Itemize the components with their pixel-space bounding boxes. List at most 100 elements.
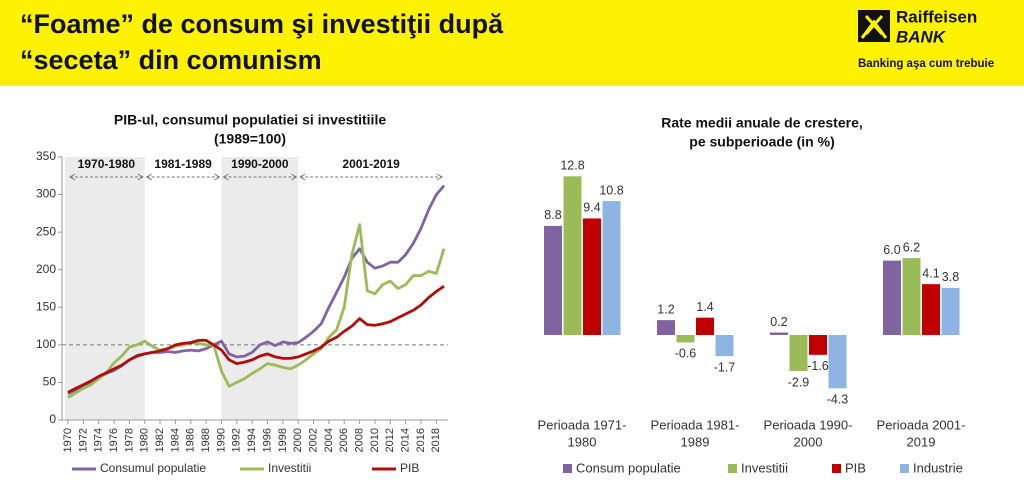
- bar-value-label: 9.4: [583, 201, 600, 215]
- x-tick-label: 2012: [384, 428, 396, 452]
- x-tick-label: 1992: [231, 428, 243, 452]
- logo-name: Raiffeisen: [896, 7, 977, 26]
- y-tick-label: 300: [36, 187, 56, 201]
- bar: [602, 201, 621, 335]
- x-tick-label: 1970: [62, 428, 74, 452]
- y-tick-label: 50: [43, 375, 57, 389]
- chart-subtitle: pe subperioade (in %): [689, 134, 834, 150]
- x-tick-label: 2010: [369, 428, 381, 452]
- logo: Raiffeisen BANK Banking aşa cum trebuie: [858, 7, 994, 70]
- legend-swatch: [900, 464, 909, 473]
- y-tick-label: 150: [36, 299, 56, 313]
- bar: [563, 176, 582, 335]
- x-tick-label: 2000: [794, 434, 823, 449]
- bar: [902, 258, 921, 335]
- x-tick-label: 2002: [307, 428, 319, 452]
- x-tick-label: 2019: [907, 434, 936, 449]
- bar-value-label: -4.3: [827, 393, 849, 407]
- x-tick-label: Perioada 2001-: [877, 417, 966, 432]
- bar: [696, 317, 714, 335]
- series-line: [67, 223, 446, 399]
- bar-value-label: -1.6: [807, 359, 829, 373]
- legend-label: PIB: [845, 460, 866, 475]
- header-band: [0, 0, 1024, 86]
- legend-label: Consumul populatie: [100, 461, 206, 475]
- chart-subtitle: (1989=100): [214, 131, 286, 147]
- x-tick-label: 2000: [292, 428, 304, 452]
- y-tick-label: 250: [36, 224, 56, 238]
- x-tick-label: Perioada 1971-: [538, 417, 627, 432]
- bar: [789, 335, 808, 371]
- bar: [583, 218, 601, 335]
- bar-value-label: -0.6: [675, 347, 697, 361]
- x-tick-label: 1980: [568, 434, 597, 449]
- x-tick-label: 2006: [338, 428, 350, 452]
- legend-swatch: [832, 464, 841, 473]
- bar-value-label: -2.9: [788, 375, 810, 389]
- x-tick-label: 2004: [323, 428, 335, 452]
- bar: [715, 335, 734, 357]
- arrow-head: [222, 173, 298, 181]
- legend-label: Investitii: [741, 460, 788, 475]
- x-tick-label: 1990: [215, 428, 227, 452]
- arrow-head: [145, 173, 221, 181]
- y-tick-label: 0: [49, 412, 56, 426]
- period-label: 1981-1989: [154, 157, 212, 171]
- x-tick-label: 1972: [77, 428, 89, 452]
- chart-title: Rate medii anuale de crestere,: [661, 115, 863, 131]
- bar-value-label: -1.7: [714, 360, 736, 374]
- x-tick-label: 1982: [154, 428, 166, 452]
- x-tick-label: 1976: [108, 428, 120, 452]
- period-label: 1970-1980: [78, 157, 136, 171]
- bar-value-label: 1.4: [696, 300, 713, 314]
- legend-label: Consum populatie: [576, 460, 681, 475]
- period-shade: [65, 157, 145, 420]
- series-line: [67, 285, 445, 394]
- bar-value-label: 0.2: [770, 315, 787, 329]
- bar: [770, 332, 788, 335]
- arrow-head: [299, 173, 443, 181]
- bar-value-label: 10.8: [599, 183, 623, 197]
- x-tick-label: 1986: [185, 428, 197, 452]
- legend-label: PIB: [400, 461, 419, 475]
- logo-tagline: Banking aşa cum trebuie: [858, 58, 994, 70]
- x-tick-label: 1988: [200, 428, 212, 452]
- x-tick-label: Perioada 1981-: [651, 417, 740, 432]
- x-tick-label: 2016: [415, 428, 427, 452]
- bar-value-label: 4.1: [922, 266, 939, 280]
- x-tick-label: 1980: [139, 428, 151, 452]
- x-tick-label: 1974: [93, 428, 105, 452]
- x-tick-label: 1994: [246, 428, 258, 452]
- bar-value-label: 6.2: [903, 240, 920, 254]
- bar-value-label: 1.2: [657, 302, 674, 316]
- logo-sub: BANK: [896, 27, 947, 46]
- x-tick-label: 1996: [261, 428, 273, 452]
- chart-title: PIB-ul, consumul populatiei si investiti…: [114, 112, 386, 128]
- x-tick-label: 2014: [400, 428, 412, 452]
- bar-value-label: 6.0: [883, 243, 900, 257]
- legend-swatch: [563, 464, 572, 473]
- period-label: 2001-2019: [342, 157, 400, 171]
- x-tick-label: 1978: [123, 428, 135, 452]
- bar: [828, 335, 847, 389]
- period-shade: [221, 157, 299, 420]
- slide-title: “seceta” din comunism: [20, 45, 322, 75]
- y-tick-label: 200: [36, 262, 56, 276]
- legend-swatch: [728, 464, 737, 473]
- bar: [941, 287, 960, 335]
- bar-value-label: 12.8: [560, 159, 584, 173]
- legend-label: Industrie: [913, 460, 963, 475]
- arrow-head: [69, 173, 144, 181]
- bar-value-label: 8.8: [544, 208, 561, 222]
- bar-value-label: 3.8: [942, 270, 959, 284]
- slide-title: “Foame” de consum şi investiţii după: [20, 9, 504, 39]
- x-tick-label: 1998: [277, 428, 289, 452]
- x-tick-label: 1989: [681, 434, 710, 449]
- legend-label: Investitii: [268, 461, 311, 475]
- x-tick-label: 1984: [169, 428, 181, 452]
- bar: [676, 335, 695, 343]
- x-tick-label: Perioada 1990-: [764, 417, 853, 432]
- period-label: 1990-2000: [231, 157, 289, 171]
- y-tick-label: 350: [36, 149, 56, 163]
